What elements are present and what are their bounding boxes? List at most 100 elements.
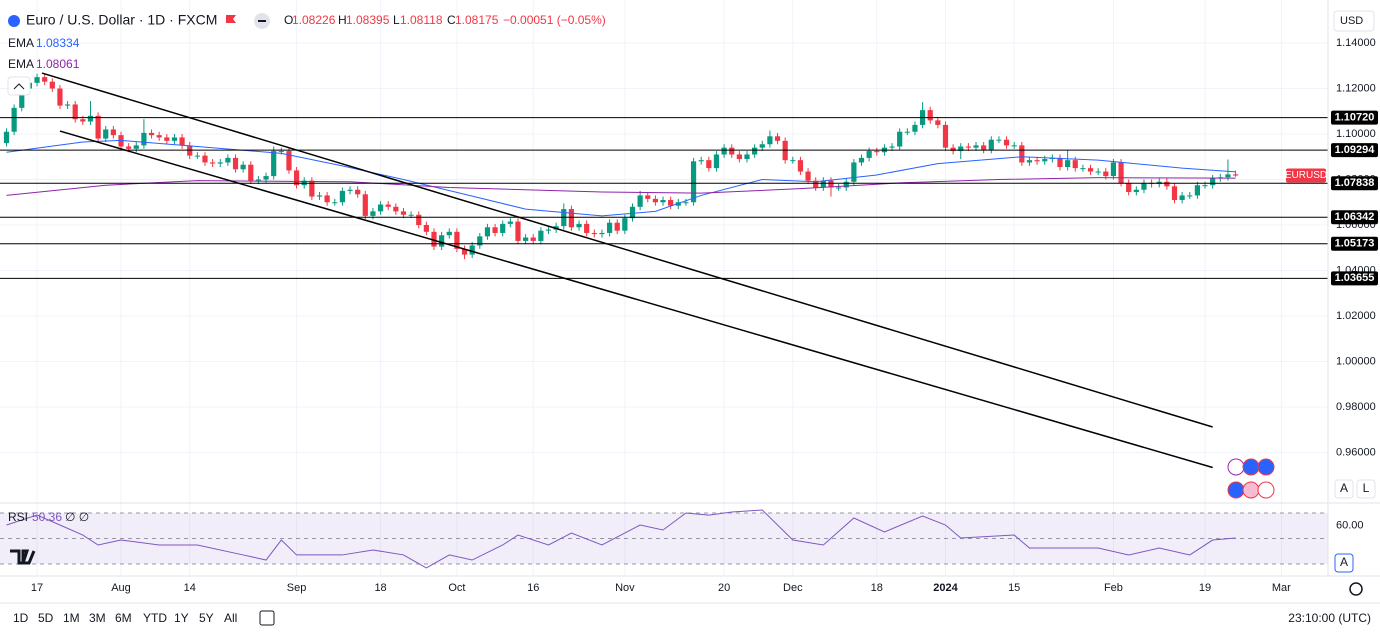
candle-body <box>690 161 697 203</box>
candle-body <box>278 151 284 153</box>
candle-body <box>599 232 605 235</box>
scale-button-label: A <box>1340 481 1348 495</box>
candle-body <box>1202 185 1208 187</box>
rsi-auto-scale-button[interactable] <box>1334 553 1354 573</box>
candle-body <box>1003 139 1010 146</box>
candle-body <box>698 160 704 162</box>
y-tick-label: 1.00000 <box>1336 355 1376 367</box>
ohlc-value: 1.08395 <box>346 13 390 27</box>
currency-button[interactable] <box>1333 10 1375 32</box>
range-button[interactable]: 5Y <box>199 611 214 625</box>
x-tick-label: 17 <box>31 582 43 594</box>
candle-body <box>652 198 658 203</box>
log-scale-button[interactable] <box>1356 479 1376 499</box>
candle-body <box>3 131 10 144</box>
range-button[interactable]: 1D <box>13 611 29 625</box>
symbol-icon <box>8 15 20 27</box>
ohlc-label: O <box>284 13 293 27</box>
price-axis: 1.140001.120001.100001.080001.060001.040… <box>31 37 1378 594</box>
tv-logo <box>10 549 36 565</box>
candle-body <box>1080 168 1086 170</box>
candle-body <box>1194 185 1201 196</box>
candle-body <box>713 154 720 169</box>
candle-body <box>637 195 643 207</box>
candle-body <box>1019 145 1025 163</box>
x-tick-label: Nov <box>615 582 635 594</box>
candle-body <box>439 235 445 247</box>
collapse-button[interactable] <box>7 76 31 96</box>
range-button[interactable]: 1Y <box>174 611 189 625</box>
candle-body <box>34 77 40 83</box>
event-icon[interactable] <box>1242 458 1260 476</box>
candle-body <box>393 206 399 212</box>
candle-body <box>523 237 529 241</box>
candle-body <box>263 176 269 180</box>
range-button[interactable]: YTD <box>143 611 167 625</box>
candle-body <box>1141 182 1147 190</box>
event-icon[interactable] <box>1257 458 1275 476</box>
candle-body <box>1011 145 1017 147</box>
candle-body <box>1026 160 1033 163</box>
candle-body <box>668 199 674 206</box>
candle-body <box>1225 174 1231 178</box>
candle-body <box>629 206 636 219</box>
y-tick-label: 0.98000 <box>1336 401 1376 413</box>
candle-body <box>87 115 94 122</box>
candle-body <box>950 147 956 152</box>
ohlc-value: 1.08175 <box>455 13 499 27</box>
range-button[interactable]: 3M <box>89 611 106 625</box>
x-tick-label: 18 <box>374 582 386 594</box>
event-icon[interactable] <box>1227 481 1245 499</box>
x-tick-label: Feb <box>1104 582 1123 594</box>
range-button[interactable]: 1M <box>63 611 80 625</box>
candle-body <box>1065 160 1071 167</box>
candle-body <box>11 107 17 132</box>
event-icon[interactable] <box>1227 458 1245 476</box>
ohlc-value: 1.08118 <box>400 13 443 27</box>
currency-label: USD <box>1340 15 1363 27</box>
range-button[interactable]: 5D <box>38 611 54 625</box>
trend-line[interactable] <box>59 130 1213 469</box>
candle-body <box>1103 171 1109 177</box>
candle-body <box>1171 186 1178 200</box>
candle-body <box>942 124 949 148</box>
range-button[interactable]: 6M <box>115 611 132 625</box>
trend-line[interactable] <box>41 72 1213 428</box>
candle-body <box>309 180 315 197</box>
auto-scale-button[interactable] <box>1334 479 1354 499</box>
candle-body <box>355 189 361 195</box>
candle-body <box>1034 160 1040 162</box>
candle-body <box>19 88 25 108</box>
candle-body <box>1179 195 1185 200</box>
event-icon[interactable] <box>1242 481 1260 499</box>
candle-body <box>210 162 216 164</box>
legend-value: 1.08334 <box>36 36 80 50</box>
candle-body <box>171 137 178 141</box>
candle-body <box>790 160 796 162</box>
event-icon[interactable] <box>1257 481 1275 499</box>
candle-body <box>774 136 781 141</box>
candle-body <box>683 202 689 204</box>
candle-body <box>858 157 865 163</box>
y-tick-label: 1.02000 <box>1336 310 1376 322</box>
rsi-line <box>6 509 1236 569</box>
candle-body <box>370 211 376 216</box>
candle-body <box>965 146 971 148</box>
range-button[interactable]: All <box>224 611 237 625</box>
level-label: 1.03655 <box>1335 272 1375 284</box>
candle-body <box>217 162 223 164</box>
candle-body <box>423 224 429 232</box>
candle-body <box>156 135 162 138</box>
candle-body <box>248 164 254 181</box>
calendar-icon[interactable] <box>259 610 275 626</box>
level-tag <box>1331 110 1378 125</box>
candle-body <box>660 199 666 203</box>
symbol-title: Euro / U.S. Dollar · 1D · FXCM <box>26 12 217 28</box>
candle-body <box>927 110 933 121</box>
candle-body <box>362 194 368 216</box>
collapse-icon <box>13 83 25 90</box>
candle-body <box>836 187 842 189</box>
flag-icon[interactable] <box>226 15 236 23</box>
settings-icon[interactable] <box>1349 582 1363 596</box>
